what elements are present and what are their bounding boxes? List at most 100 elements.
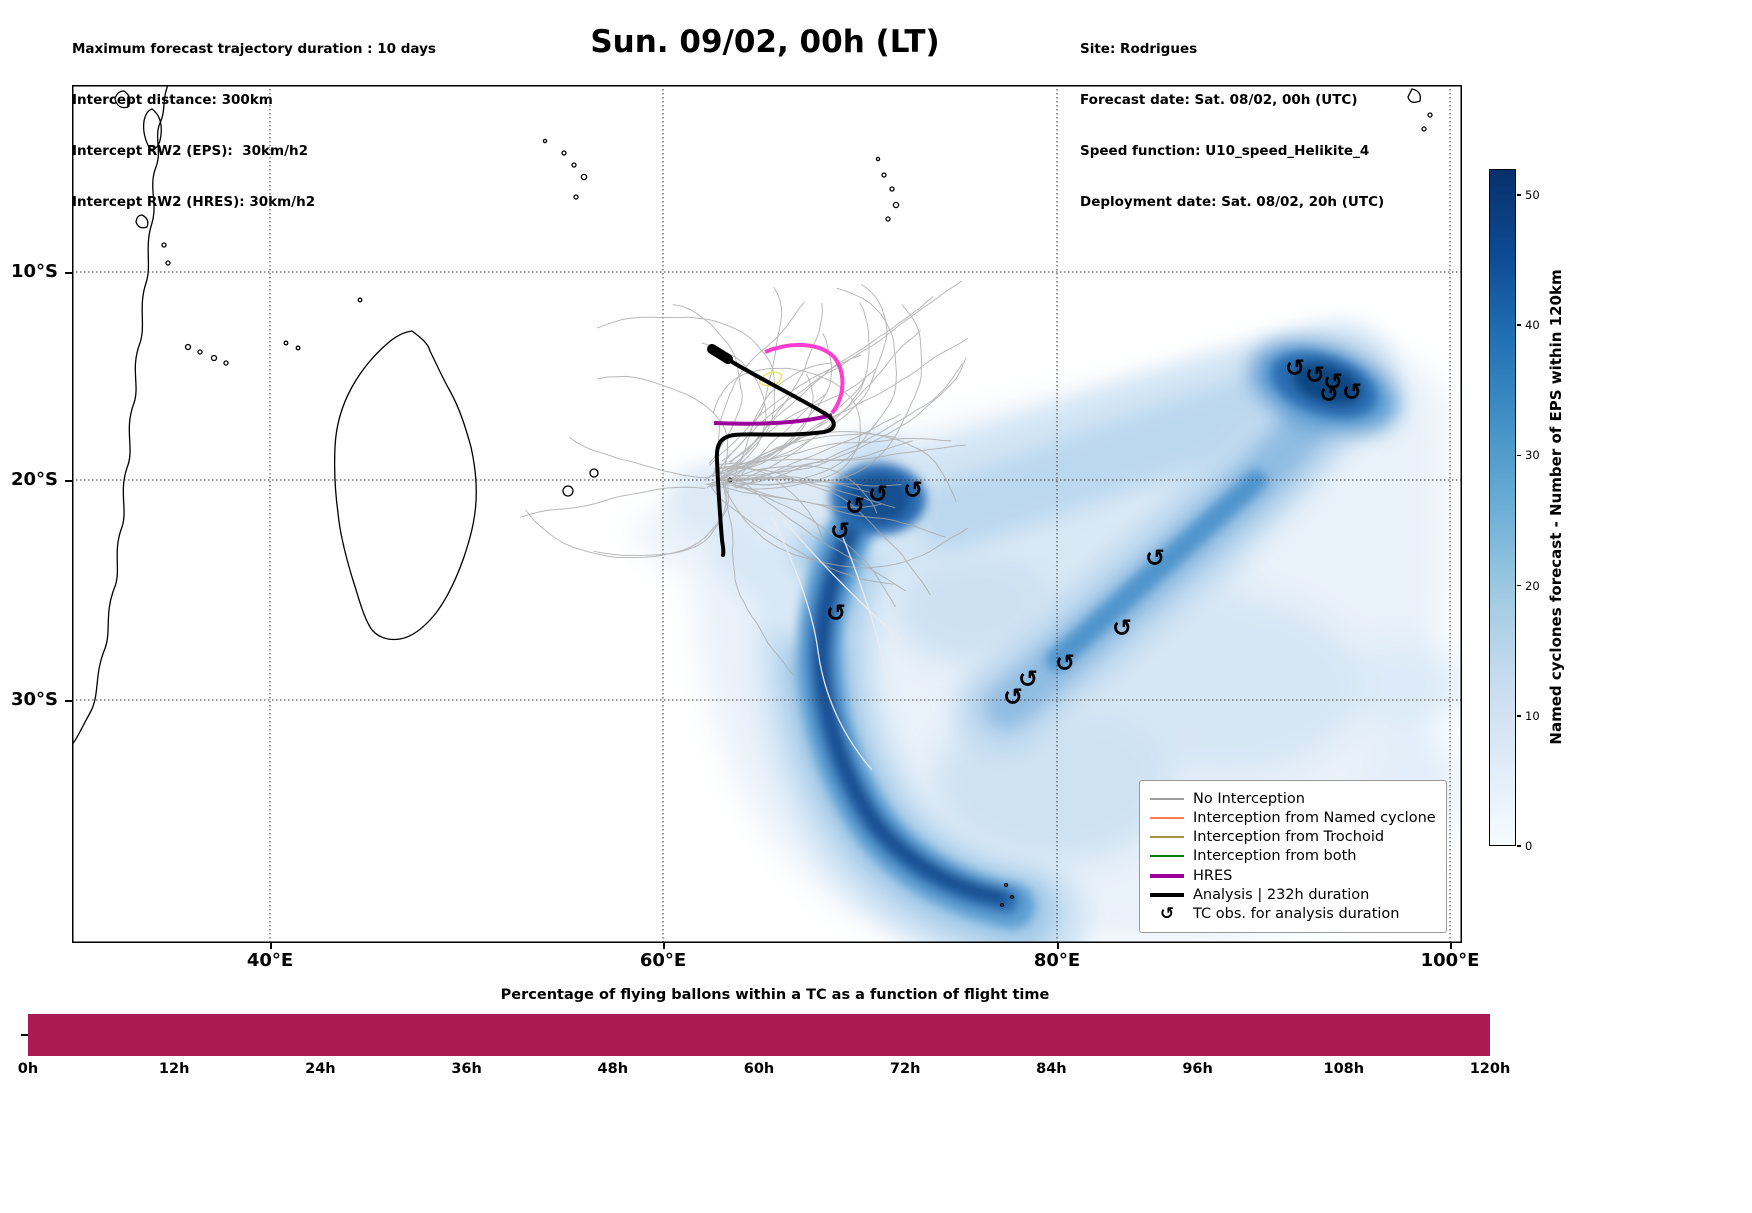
tc-obs-icon: ↺ xyxy=(1055,649,1075,677)
gridlines xyxy=(73,86,1461,942)
eps-member-track xyxy=(597,375,729,473)
eps-member-track xyxy=(703,287,783,481)
x-tickmark xyxy=(1057,943,1059,949)
legend-item-analysis: Analysis | 232h duration xyxy=(1150,886,1436,905)
island xyxy=(223,360,229,366)
gray-line-swatch xyxy=(1150,797,1184,800)
island xyxy=(889,186,895,192)
eps-member-track xyxy=(727,337,968,472)
island xyxy=(1003,882,1009,888)
y-tick-label-20s: 20°S xyxy=(10,469,58,490)
colorbar-tick: 50 xyxy=(1517,187,1540,203)
island xyxy=(197,349,203,355)
island xyxy=(295,345,301,351)
faded-trajectories xyxy=(771,512,903,771)
eps-member-track xyxy=(593,479,729,557)
x-tick-label-60e: 60°E xyxy=(639,950,687,971)
island xyxy=(1421,126,1427,132)
x-tickmark xyxy=(1450,943,1452,949)
colorbar-tick: 40 xyxy=(1517,317,1540,333)
eps-member-track xyxy=(714,303,824,483)
eps-member-track xyxy=(722,484,794,676)
legend-item-no-interception: No Interception xyxy=(1150,789,1436,808)
deployment-date-line: Deployment date: Sat. 08/02, 20h (UTC) xyxy=(1080,194,1385,210)
map-frame xyxy=(72,85,1462,943)
eps-member-track xyxy=(717,467,931,596)
y-tick-label-10s: 10°S xyxy=(10,261,58,282)
island xyxy=(161,242,167,248)
island xyxy=(1009,894,1015,900)
lake-shape xyxy=(114,90,131,109)
eps-member-track xyxy=(719,483,946,538)
balloon-percentage-bar xyxy=(28,1014,1490,1056)
forecast-date-line: Forecast date: Sat. 08/02, 00h (UTC) xyxy=(1080,92,1358,108)
eps-member-track xyxy=(735,413,901,489)
bottom-axis-tick: 72h xyxy=(889,1061,921,1077)
island xyxy=(283,340,289,346)
eps-member-track xyxy=(729,368,877,464)
tc-obs-layer: ↺↺↺↺↺↺↺↺↺↺↺ ↺↺↺↺ xyxy=(826,354,1362,711)
island xyxy=(210,354,218,362)
hres-track xyxy=(713,342,845,426)
eps-member-track xyxy=(705,483,883,508)
eps-trajectories xyxy=(519,280,969,676)
intercept-rw2-hres-line: Intercept RW2 (HRES): 30km/h2 xyxy=(72,194,316,210)
eps-member-track xyxy=(714,357,967,477)
x-tick-label-80e: 80°E xyxy=(1033,950,1081,971)
bottom-axis-tick: 84h xyxy=(1036,1061,1067,1077)
x-tickmark xyxy=(663,943,665,949)
tc-obs-icon: ↺ xyxy=(1323,368,1343,396)
tc-obs-icon: ↺ xyxy=(903,476,923,504)
colorbar-tick: 10 xyxy=(1517,708,1540,724)
bottom-axis-tick: 36h xyxy=(451,1061,482,1077)
site-line: Site: Rodrigues xyxy=(1080,41,1198,57)
tc-obs-icon: ↺ xyxy=(1112,614,1132,642)
island xyxy=(999,902,1005,908)
colorbar-title: Named cyclones forecast - Number of EPS … xyxy=(1547,269,1565,745)
bottom-axis-tick: 120h xyxy=(1469,1061,1511,1077)
eps-member-track xyxy=(672,304,743,464)
analysis-track xyxy=(707,344,836,557)
eps-member-track xyxy=(721,440,913,482)
island xyxy=(892,201,900,209)
island xyxy=(184,343,192,351)
tc-obs-icon: ↺ xyxy=(1342,378,1362,406)
bottom-axis-tick: 0h xyxy=(17,1061,39,1077)
tc-obs-icon: ↺ xyxy=(830,517,850,545)
map-legend: No Interception Interception from Named … xyxy=(1139,780,1447,933)
island xyxy=(1427,112,1433,118)
eps-member-track xyxy=(519,486,705,518)
colorbar-tick: 30 xyxy=(1517,447,1540,463)
black-line-swatch xyxy=(1150,893,1184,898)
coastlines xyxy=(73,86,1433,908)
eps-member-track xyxy=(733,363,963,487)
colorbar-gradient xyxy=(1490,170,1515,845)
tc-obs-icon: ↺ xyxy=(1018,665,1038,693)
bottom-axis-tick: 108h xyxy=(1323,1061,1365,1077)
khaki-line-swatch xyxy=(1150,836,1184,839)
bottom-axis-tick: 24h xyxy=(305,1061,336,1077)
eps-member-track xyxy=(728,465,878,514)
legend-item-both: Interception from both xyxy=(1150,847,1436,866)
lake-shape xyxy=(135,214,149,229)
eps-member-track xyxy=(709,485,895,585)
eps-member-track xyxy=(731,476,896,509)
purple-line-swatch xyxy=(1150,873,1184,878)
eps-member-track xyxy=(722,287,898,486)
tc-obs-icon: ↺ xyxy=(826,599,846,627)
island xyxy=(885,216,891,222)
eps-member-track xyxy=(721,478,902,487)
orange-line-swatch xyxy=(1150,816,1184,819)
island xyxy=(561,150,567,156)
tc-obs-icon: ↺ xyxy=(1305,361,1325,389)
eps-member-track xyxy=(525,473,727,559)
x-tickmark xyxy=(270,943,272,949)
colorbar-ticks: 0 10 20 30 40 50 xyxy=(1517,169,1563,853)
colorbar-tick: 0 xyxy=(1517,838,1532,854)
y-tick-label-30s: 30°S xyxy=(10,689,58,710)
y-tickmark xyxy=(65,700,72,702)
tc-obs-icon: ↺ xyxy=(868,480,888,508)
tc-obs-icon: ↺ xyxy=(1319,380,1339,408)
y-tickmark xyxy=(65,272,72,274)
island xyxy=(573,194,579,200)
